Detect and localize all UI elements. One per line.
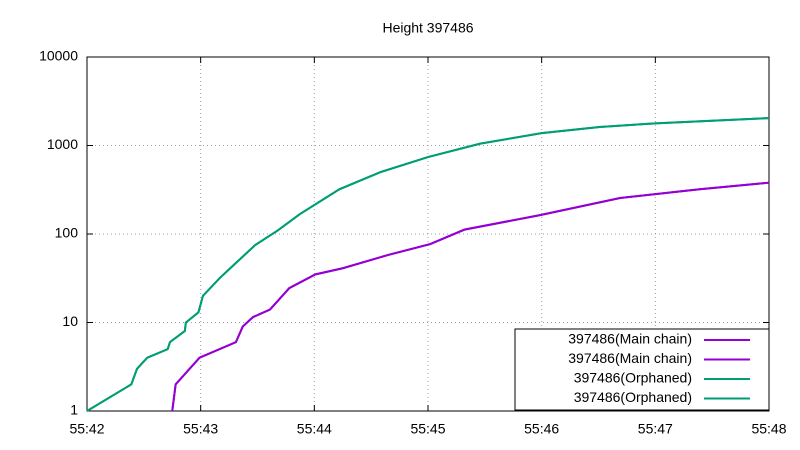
x-tick-label: 55:47 xyxy=(638,421,673,437)
y-tick-label: 10 xyxy=(62,313,78,329)
x-tick-label: 55:42 xyxy=(69,421,104,437)
series-line xyxy=(86,117,770,412)
legend-label: 397486(Main chain) xyxy=(568,331,692,347)
legend-label: 397486(Orphaned) xyxy=(574,389,692,405)
y-tick-label: 10000 xyxy=(39,48,78,64)
x-tick-label: 55:48 xyxy=(751,421,786,437)
legend-label: 397486(Orphaned) xyxy=(574,370,692,386)
x-tick-label: 55:45 xyxy=(410,421,445,437)
y-tick-label: 1000 xyxy=(47,136,78,152)
plot-border xyxy=(86,56,770,412)
x-tick-label: 55:44 xyxy=(297,421,332,437)
chart-title: Height 397486 xyxy=(382,20,473,36)
legend-box xyxy=(514,328,770,411)
series-line xyxy=(171,181,770,412)
y-tick-label: 100 xyxy=(55,225,79,241)
y-tick-label: 1 xyxy=(70,402,78,418)
legend-label: 397486(Main chain) xyxy=(568,350,692,366)
x-tick-label: 55:46 xyxy=(524,421,559,437)
x-tick-label: 55:43 xyxy=(183,421,218,437)
